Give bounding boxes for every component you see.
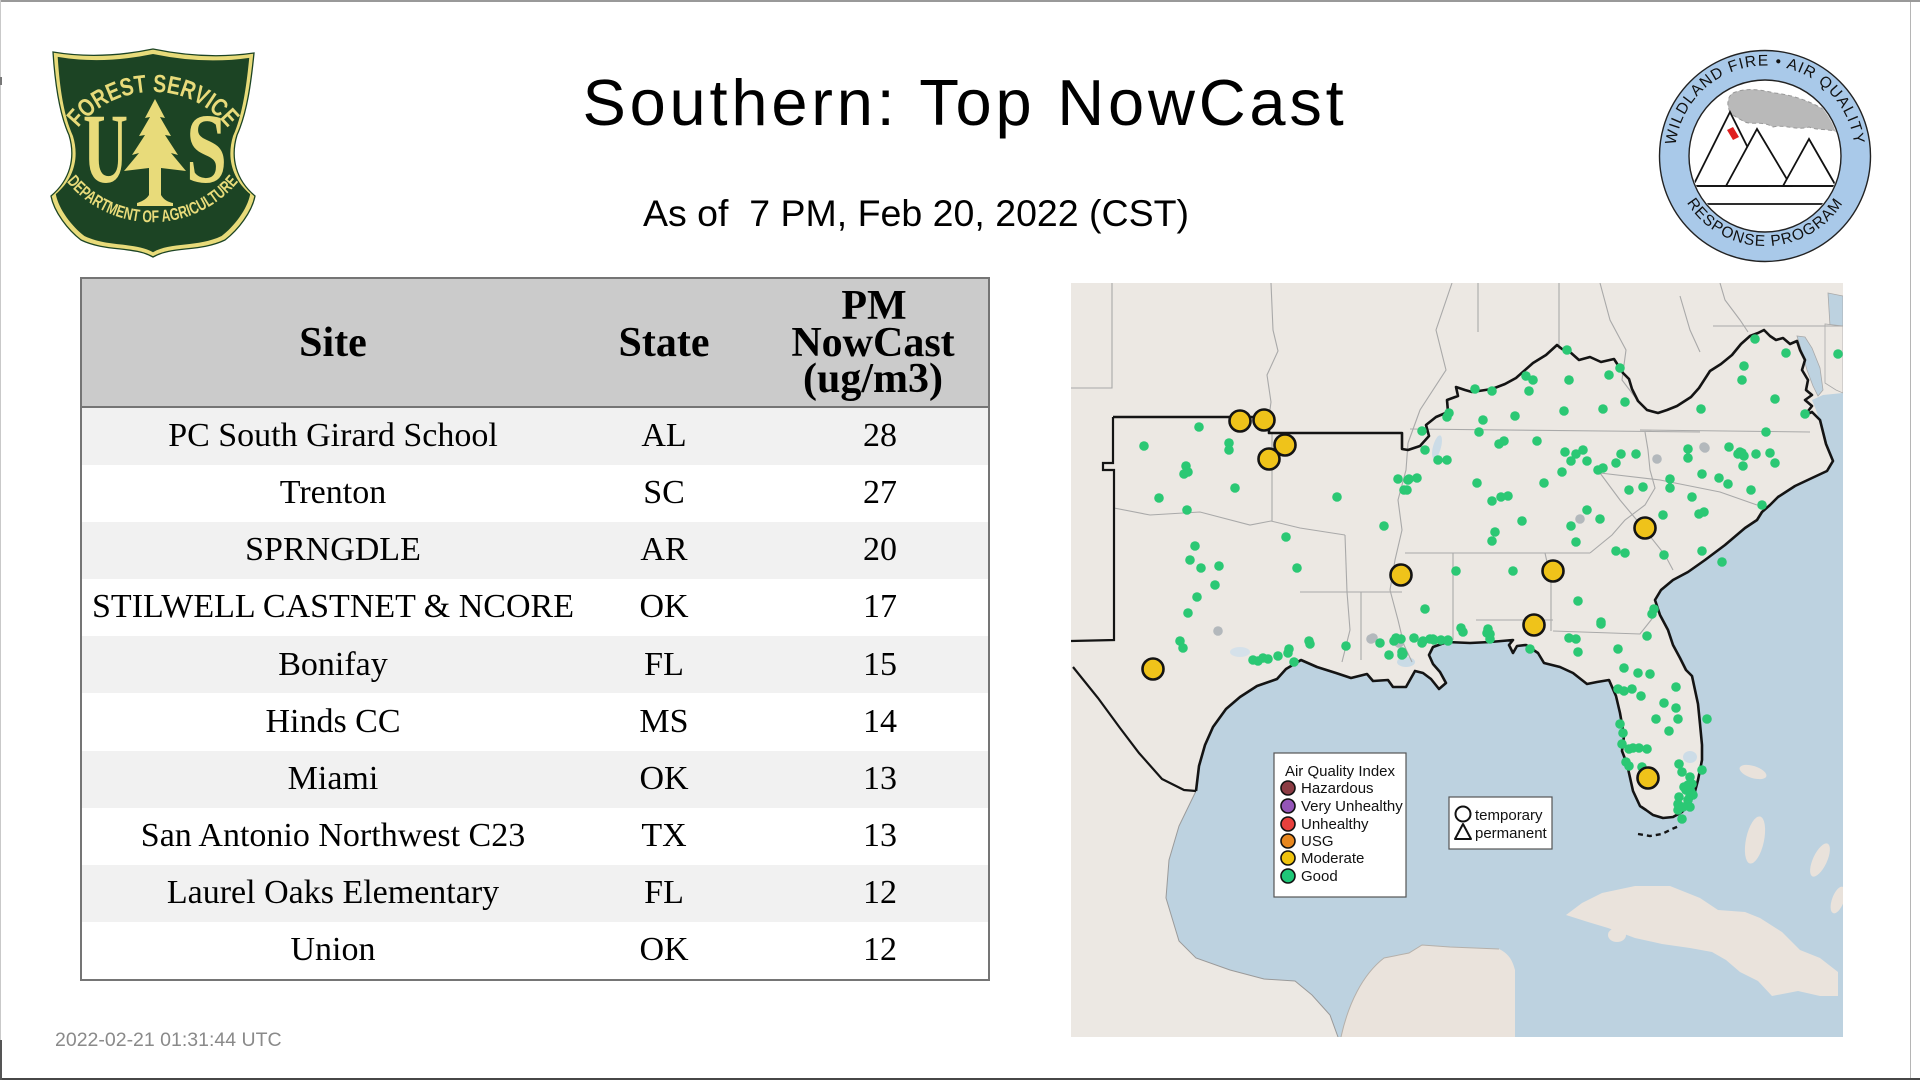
svg-text:temporary: temporary <box>1475 807 1543 824</box>
svg-text:Moderate: Moderate <box>1301 850 1364 867</box>
svg-text:Good: Good <box>1301 868 1338 885</box>
svg-text:permanent: permanent <box>1475 825 1548 842</box>
svg-text:U: U <box>83 93 128 204</box>
svg-text:S: S <box>186 93 227 204</box>
svg-text:Air Quality Index: Air Quality Index <box>1285 763 1396 780</box>
svg-text:Hazardous: Hazardous <box>1301 780 1374 797</box>
svg-text:USG: USG <box>1301 833 1334 850</box>
svg-text:Very Unhealthy: Very Unhealthy <box>1301 798 1403 815</box>
svg-text:Unhealthy: Unhealthy <box>1301 816 1369 833</box>
